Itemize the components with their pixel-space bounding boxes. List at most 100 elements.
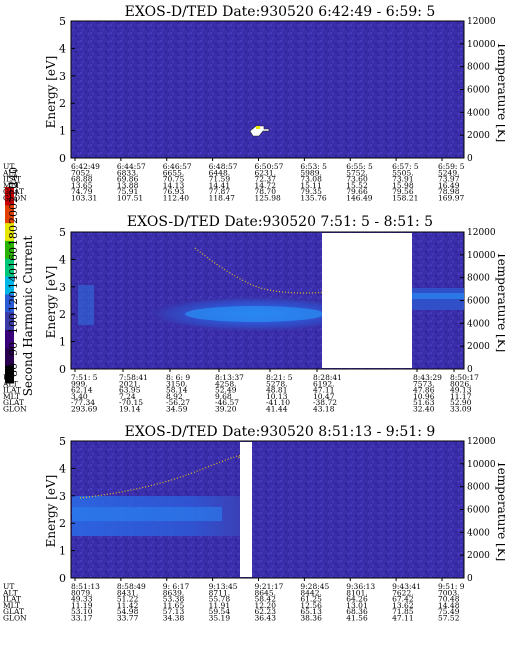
ephemeris-value: 75.91 — [117, 187, 138, 196]
ephemeris-value: 135.76 — [300, 194, 326, 203]
ephemeris-value: 33.09 — [450, 405, 472, 414]
colorbar-tick: 80 — [7, 363, 20, 377]
ephemeris-value: 7.24 — [119, 392, 136, 401]
ephemeris-value: 13.62 — [392, 601, 414, 610]
ephemeris-value: 49.33 — [71, 595, 93, 604]
ephemeris-value: 6:57: 5 — [392, 162, 419, 171]
ephemeris-value: 8442. — [300, 588, 321, 597]
colorbar-swatch — [5, 311, 14, 330]
right-axis-label: Temperature [K] — [495, 252, 505, 353]
ephemeris-value: 6655. — [163, 168, 184, 177]
colorbar-tick: 240 — [7, 167, 20, 188]
ephemeris-value: 4258. — [215, 379, 236, 388]
spectrogram-area — [70, 20, 465, 159]
ephemeris-row-label: ILAT — [3, 175, 21, 184]
y-axis-label: Energy [eV] — [44, 475, 58, 548]
ephemeris-value: 33.77 — [117, 614, 139, 623]
right-tick-label: 0 — [467, 154, 473, 164]
ephemeris-value: 73.97 — [438, 175, 460, 184]
right-tick-label: 0 — [467, 365, 473, 375]
right-tick-label: 12000 — [467, 437, 496, 447]
ephemeris-value: 73.60 — [346, 175, 368, 184]
right-tick-label: 10000 — [467, 460, 496, 470]
ephemeris-value: 146.49 — [346, 194, 372, 203]
ephemeris-row-label: GLON — [3, 614, 27, 623]
panel-3: EXOS-D/TED Date:930520 8:51:13 - 9:51: 9… — [2, 424, 505, 623]
ion-band — [78, 285, 94, 325]
ephemeris-row-label: ALT — [2, 379, 18, 388]
ephemeris-value: 15.11 — [300, 181, 321, 190]
ephemeris-value: 47.86 — [413, 386, 435, 395]
ion-band — [412, 293, 464, 299]
ephemeris-value: -77.34 — [71, 398, 95, 407]
ephemeris-row-label: GLAT — [3, 607, 24, 616]
ephemeris-value: 49.13 — [450, 386, 472, 395]
ephemeris-value: 8711. — [209, 588, 230, 597]
y-tick-label: 2 — [59, 308, 66, 321]
ephemeris-value: 58.14 — [166, 386, 188, 395]
ephemeris-row-label: GLAT — [3, 187, 24, 196]
ephemeris-value: 12.20 — [255, 601, 277, 610]
colorbar-tick: 140 — [7, 268, 20, 289]
panel-title: EXOS-D/TED Date:930520 8:51:13 - 9:51: 9 — [125, 424, 436, 440]
ephemeris-value: 6:48:57 — [209, 162, 238, 171]
ephemeris-value: 103.31 — [71, 194, 97, 203]
ephemeris-value: 70.75 — [163, 175, 185, 184]
ephemeris-value: 79.35 — [300, 187, 322, 196]
right-tick-label: 4000 — [467, 319, 490, 329]
ephemeris-value: 118.47 — [209, 194, 235, 203]
ephemeris-value: 6833. — [117, 168, 138, 177]
right-tick-label: 10000 — [467, 40, 496, 50]
ephemeris-value: 8:43:29 — [413, 373, 442, 382]
colorbar-tick: 180 — [7, 225, 20, 246]
colorbar-swatches — [5, 187, 14, 384]
ephemeris-value: 6:53: 5 — [300, 162, 327, 171]
ephemeris-value: 11.42 — [117, 601, 139, 610]
ephemeris-value: 15.98 — [392, 181, 414, 190]
ephemeris-value: 34.59 — [166, 405, 188, 414]
y-tick-label: 5 — [59, 226, 66, 239]
ephemeris-value: 8:21: 5 — [266, 373, 293, 382]
ephemeris-value: 62.23 — [255, 607, 277, 616]
ephemeris-value: 9:36:13 — [346, 582, 375, 591]
ephemeris-value: 74.79 — [71, 187, 93, 196]
ephemeris-row-label: ILAT — [3, 595, 21, 604]
ephemeris-value: 14.13 — [163, 181, 185, 190]
colorbar-swatch — [5, 365, 14, 384]
colorbar-tick: 220 — [7, 182, 20, 203]
ephemeris-value: 75.49 — [438, 607, 460, 616]
data-gap — [322, 233, 412, 368]
ephemeris-value: 62.14 — [71, 386, 93, 395]
ephemeris-value: 77.87 — [209, 187, 231, 196]
ephemeris-value: 48.81 — [266, 386, 287, 395]
ephemeris-value: 16.49 — [438, 181, 460, 190]
ephemeris-row-label: ILAT — [3, 386, 21, 395]
ephemeris-value: 35.19 — [209, 614, 231, 623]
right-tick-label: 12000 — [467, 17, 496, 27]
ephemeris-value: 7003. — [438, 588, 459, 597]
ephemeris-value: 61.25 — [300, 595, 322, 604]
ephemeris-value: 58.42 — [255, 595, 277, 604]
ephemeris-value: 9:28:45 — [300, 582, 329, 591]
colorbar-swatch — [5, 240, 14, 259]
ephemeris-row-label: GLAT — [3, 398, 24, 407]
ephemeris-value: -46.57 — [215, 398, 239, 407]
colorbar-tick: 100 — [7, 313, 20, 334]
ephemeris-value: 52.49 — [215, 386, 237, 395]
ephemeris-value: 64.26 — [346, 595, 368, 604]
ephemeris-value: 6:44:57 — [117, 162, 146, 171]
y-tick-label: 5 — [59, 435, 66, 448]
ephemeris-value: 8645. — [255, 588, 276, 597]
ephemeris-value: 3150. — [166, 379, 187, 388]
ephemeris-value: 9: 6:17 — [163, 582, 190, 591]
ephemeris-value: 73.91 — [392, 175, 413, 184]
ephemeris-value: 38.36 — [300, 614, 322, 623]
ephemeris-value: 41.56 — [346, 614, 368, 623]
ephemeris-value: 79.56 — [392, 187, 414, 196]
ephemeris-value: 70.48 — [438, 595, 460, 604]
ephemeris-row-label: ALT — [2, 168, 18, 177]
ephemeris-value: 79.66 — [346, 187, 368, 196]
ephemeris-value: 12.56 — [300, 601, 322, 610]
ephemeris-value: 11.91 — [209, 601, 230, 610]
ephemeris-value: 7622. — [392, 588, 413, 597]
